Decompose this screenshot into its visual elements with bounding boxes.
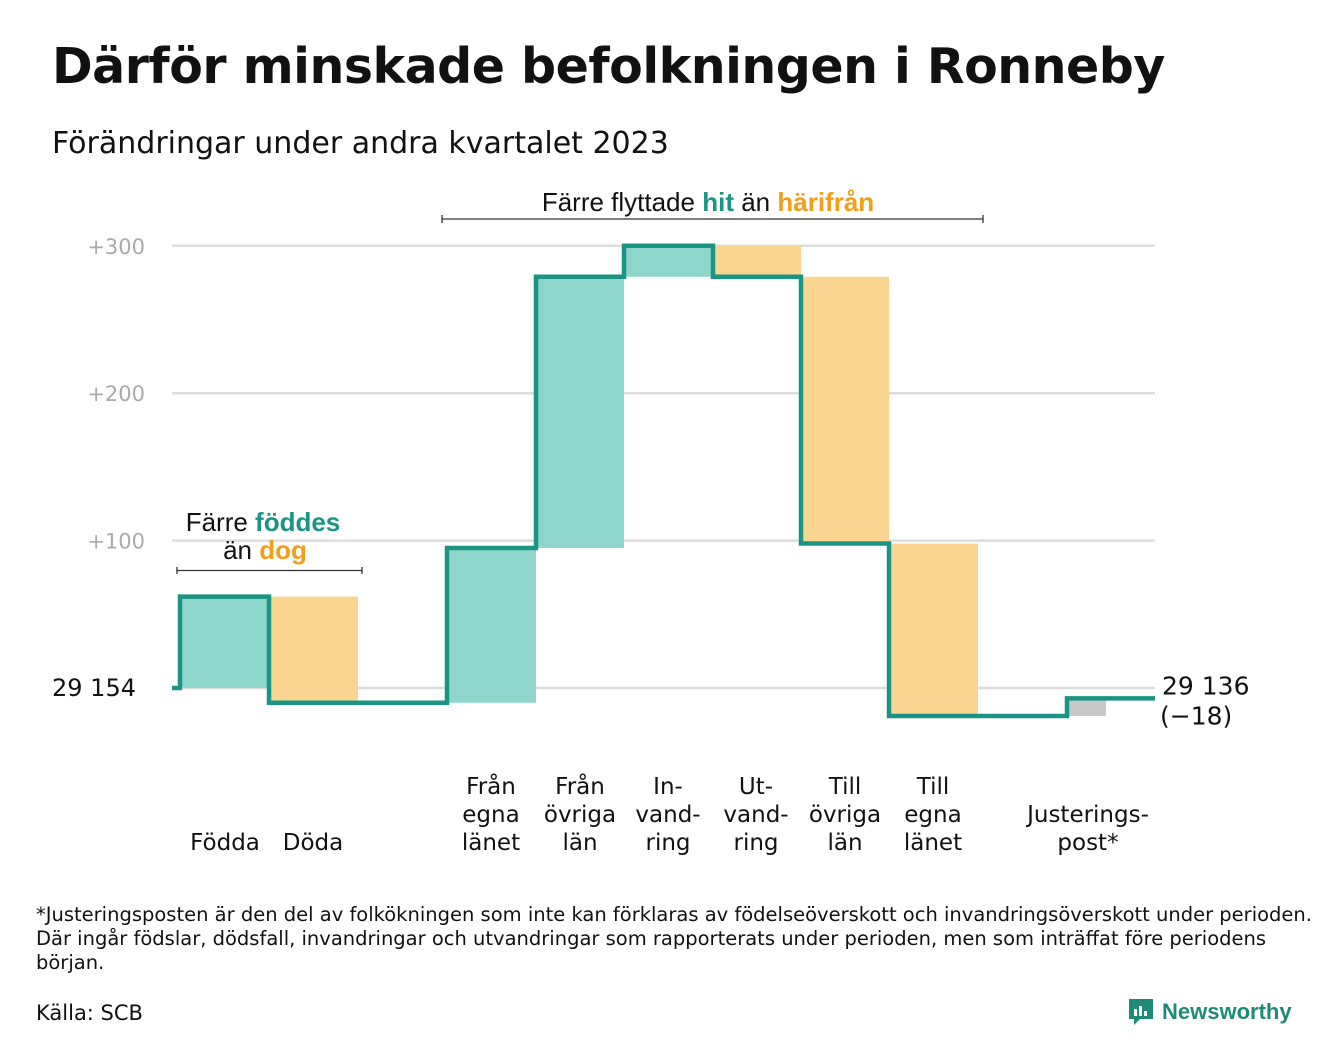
bar-tillövrigalän bbox=[801, 276, 889, 544]
category-label-line: vand- bbox=[723, 802, 788, 828]
category-label: Till egna länet bbox=[904, 774, 962, 856]
category-label-line: ring bbox=[645, 830, 690, 856]
category-label-line: övriga bbox=[544, 802, 616, 828]
bar-utvandring bbox=[713, 245, 801, 277]
cumulative-step-line bbox=[172, 243, 1155, 719]
bracket-migration bbox=[441, 215, 984, 223]
category-label-line: Födda bbox=[190, 830, 260, 856]
category-label-line: ring bbox=[733, 830, 778, 856]
start-value-label: 29 154 bbox=[52, 674, 136, 702]
category-label-line: Döda bbox=[283, 830, 343, 856]
y-tick-label: +200 bbox=[87, 382, 145, 406]
category-label: Födda bbox=[190, 830, 260, 856]
category-label-line: Justerings- bbox=[1025, 802, 1149, 828]
y-tick-label: +100 bbox=[87, 530, 145, 554]
category-label: Ut-vand-ring bbox=[723, 774, 788, 856]
annotation-part: än bbox=[734, 187, 777, 217]
footnote: *Justeringsposten är den del av folkökni… bbox=[36, 903, 1312, 974]
annotation-part: hit bbox=[702, 187, 734, 217]
annotation-part: än bbox=[223, 535, 259, 565]
category-label-line: länet bbox=[462, 830, 520, 856]
category-label-line: vand- bbox=[635, 802, 700, 828]
y-tick-label: +300 bbox=[87, 235, 145, 259]
bar-justeringspost bbox=[1067, 698, 1106, 717]
annotation-part: föddes bbox=[255, 507, 340, 537]
category-label-line: län bbox=[562, 830, 597, 856]
category-label-line: egna bbox=[462, 802, 519, 828]
category-label-line: länet bbox=[904, 830, 962, 856]
chart-title: Därför minskade befolkningen i Ronneby bbox=[52, 38, 1165, 95]
category-label-line: övriga bbox=[809, 802, 881, 828]
bar-frånegnalänet bbox=[447, 547, 536, 703]
category-label-line: län bbox=[827, 830, 862, 856]
source-label: Källa: SCB bbox=[36, 1001, 143, 1025]
annotation-births-deaths-line2: än dog bbox=[223, 535, 307, 565]
annotation-part: dog bbox=[259, 535, 307, 565]
category-label: Justerings-post* bbox=[1025, 802, 1149, 856]
end-value-label: 29 136 bbox=[1162, 671, 1249, 700]
bar-tillegnalänet bbox=[889, 543, 978, 717]
annotation-part: Färre flyttade bbox=[542, 187, 702, 217]
category-label-line: Från bbox=[555, 772, 605, 800]
category-label-line: In- bbox=[653, 774, 683, 800]
chart-subtitle: Förändringar under andra kvartalet 2023 bbox=[52, 126, 669, 161]
category-label-line: Till bbox=[828, 774, 862, 800]
brand-name: Newsworthy bbox=[1162, 999, 1292, 1024]
category-label: Till övriga län bbox=[809, 774, 881, 856]
category-label-line: Till bbox=[916, 774, 950, 800]
category-label: In-vand-ring bbox=[635, 774, 700, 856]
annotation-part: Färre bbox=[186, 507, 255, 537]
category-label: Från övriga län bbox=[544, 772, 616, 856]
newsworthy-logo-icon bbox=[1129, 999, 1153, 1025]
bar-födda bbox=[180, 596, 269, 688]
bracket-births-deaths bbox=[176, 567, 363, 574]
bar-invandring bbox=[624, 245, 713, 277]
category-label-line: Från bbox=[466, 772, 516, 800]
category-label: Döda bbox=[283, 830, 343, 856]
bar-döda bbox=[269, 596, 358, 703]
annotation-births-deaths: Färre föddes bbox=[186, 507, 341, 537]
annotation-migration: Färre flyttade hit än härifrån bbox=[542, 187, 874, 217]
category-label-line: post* bbox=[1057, 830, 1118, 856]
category-label-line: Ut- bbox=[739, 774, 773, 800]
category-label: Från egna länet bbox=[462, 772, 520, 856]
category-label-line: egna bbox=[904, 802, 961, 828]
annotation-part: härifrån bbox=[777, 187, 874, 217]
brand: Newsworthy bbox=[1128, 998, 1292, 1026]
end-change-label: (−18) bbox=[1160, 701, 1232, 730]
bar-frånövrigalän bbox=[536, 276, 624, 548]
